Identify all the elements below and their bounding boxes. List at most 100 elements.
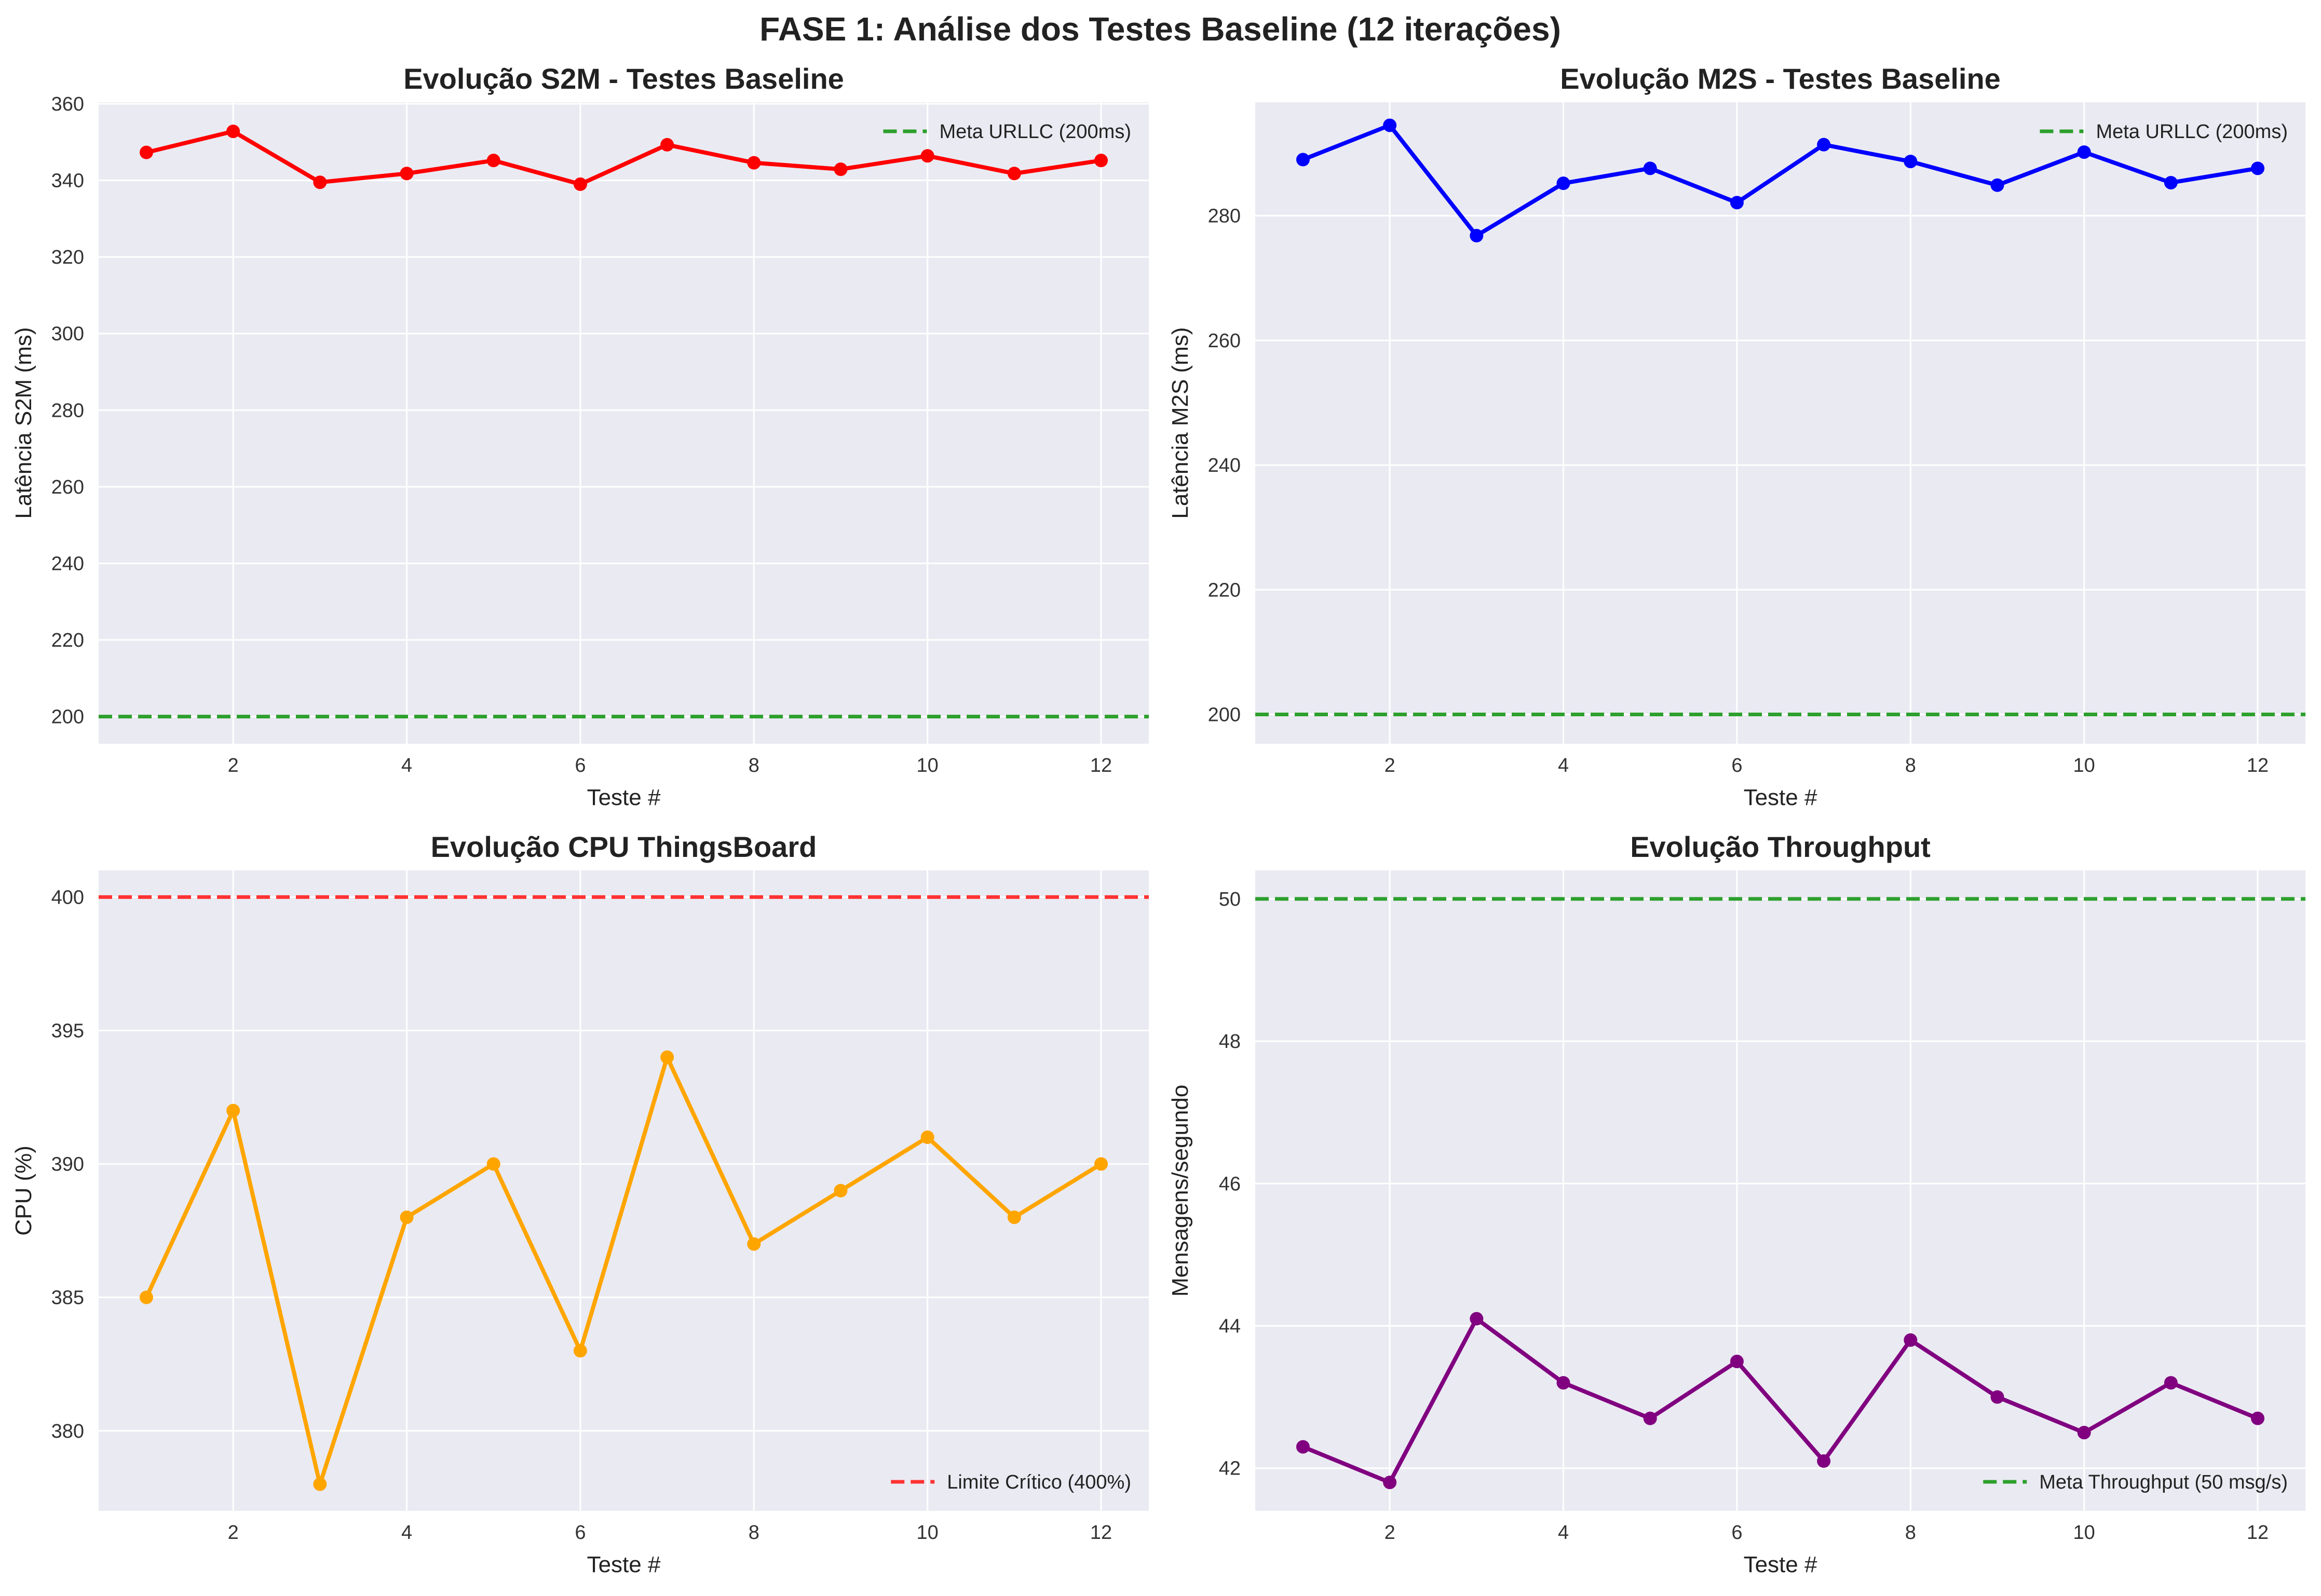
data-point	[1007, 167, 1021, 181]
y-tick-label: 240	[1208, 455, 1241, 476]
x-axis-label: Teste #	[587, 785, 661, 810]
y-tick-label: 46	[1219, 1173, 1241, 1195]
x-tick-label: 8	[749, 755, 759, 776]
data-point	[486, 1157, 500, 1171]
data-point	[1643, 161, 1657, 175]
y-tick-label: 48	[1219, 1031, 1241, 1053]
y-tick-label: 240	[51, 553, 84, 575]
data-point	[1296, 1440, 1310, 1454]
x-tick-label: 12	[1090, 755, 1112, 776]
y-tick-label: 50	[1219, 889, 1241, 910]
chart-title: Evolução S2M - Testes Baseline	[403, 62, 844, 95]
x-tick-label: 10	[917, 1522, 939, 1544]
data-point	[573, 177, 587, 191]
y-tick-label: 280	[1208, 206, 1241, 227]
data-point	[1904, 1333, 1918, 1347]
plot-area	[1255, 102, 2305, 744]
data-point	[920, 1130, 934, 1144]
data-point	[139, 145, 153, 159]
chart-title: Evolução Throughput	[1630, 830, 1931, 863]
chart-panel-2: 2 4 6 8 10 12 200 220 240 260 280 Evolução M2S - Te…	[1168, 62, 2305, 810]
y-axis-label: Mensagens/segundo	[1168, 1085, 1193, 1297]
plot-area	[99, 102, 1149, 744]
y-axis-label: CPU (%)	[11, 1145, 36, 1236]
x-tick-label: 12	[1090, 1522, 1112, 1544]
data-point	[834, 162, 848, 176]
y-tick-label: 220	[1208, 579, 1241, 601]
x-tick-label: 8	[1905, 1522, 1916, 1544]
x-tick-label: 6	[575, 755, 586, 776]
data-point	[1094, 154, 1108, 168]
data-point	[1383, 118, 1397, 132]
x-tick-label: 2	[1385, 1522, 1395, 1544]
data-point	[400, 167, 414, 181]
data-point	[2251, 161, 2265, 175]
x-tick-label: 10	[2073, 755, 2095, 776]
data-point	[1383, 1476, 1397, 1490]
legend-label: Meta URLLC (200ms)	[939, 121, 1131, 143]
series-line	[1302, 1316, 2259, 1485]
legend-label: Meta Throughput (50 msg/s)	[2039, 1471, 2288, 1493]
x-axis-label: Teste #	[1744, 785, 1817, 810]
series-line	[144, 1055, 1103, 1486]
y-tick-label: 390	[51, 1154, 84, 1176]
legend-label: Meta URLLC (200ms)	[2096, 121, 2288, 143]
data-point	[747, 1237, 761, 1251]
chart-title: Evolução CPU ThingsBoard	[431, 830, 817, 863]
series-line	[1302, 123, 2258, 238]
data-point	[2077, 145, 2091, 159]
x-tick-label: 10	[2073, 1522, 2095, 1544]
y-tick-label: 320	[51, 247, 84, 268]
x-axis-label: Teste #	[587, 1552, 661, 1577]
x-tick-label: 6	[1731, 1522, 1742, 1544]
y-tick-label: 400	[51, 886, 84, 908]
x-tick-label: 6	[575, 1522, 586, 1544]
data-point	[1730, 1355, 1744, 1369]
data-point	[1730, 196, 1744, 210]
x-tick-label: 4	[1558, 1522, 1569, 1544]
data-point	[2251, 1411, 2265, 1425]
data-point	[1296, 153, 1310, 167]
x-tick-label: 6	[1731, 755, 1742, 776]
data-point	[1470, 229, 1484, 243]
charts-root: 2 4 6 8 10 12200220240260280300320340360Evolu…	[11, 62, 2305, 1577]
data-point	[400, 1210, 414, 1224]
data-point	[226, 1103, 240, 1117]
data-point	[834, 1184, 848, 1197]
chart-panel-3: 2 4 6 8 10 12 380 385 390 395 400 Evolução CPU Thin…	[11, 830, 1149, 1577]
x-tick-label: 4	[401, 755, 412, 776]
data-point	[1990, 1390, 2004, 1404]
y-tick-label: 380	[51, 1421, 84, 1442]
data-point	[2077, 1426, 2091, 1440]
data-point	[313, 175, 327, 189]
data-point	[1470, 1312, 1484, 1326]
x-tick-label: 4	[1558, 755, 1569, 776]
data-point	[1556, 176, 1570, 190]
figure-suptitle: FASE 1: Análise dos Testes Baseline (12 …	[759, 10, 1561, 48]
data-point	[486, 154, 500, 168]
chart-panel-1: 2 4 6 8 10 12 200 220 240 260 280 300 320 340 360 Evolu…	[11, 62, 1149, 810]
y-axis-label: Latência M2S (ms)	[1168, 327, 1193, 519]
x-tick-label: 2	[228, 755, 239, 776]
y-tick-label: 44	[1219, 1316, 1241, 1338]
y-tick-label: 360	[51, 93, 84, 115]
y-tick-label: 260	[1208, 330, 1241, 352]
data-point	[1007, 1210, 1021, 1224]
data-point	[1817, 1454, 1831, 1468]
plot-area	[99, 870, 1149, 1511]
data-point	[1094, 1157, 1108, 1171]
y-tick-label: 220	[51, 630, 84, 651]
data-point	[747, 156, 761, 170]
x-tick-label: 12	[2247, 755, 2269, 776]
data-point	[226, 125, 240, 139]
series-line	[146, 129, 1102, 186]
x-tick-label: 4	[401, 1522, 412, 1544]
y-tick-label: 300	[51, 323, 84, 345]
chart-title: Evolução M2S - Testes Baseline	[1560, 62, 2001, 95]
legend-label: Limite Crítico (400%)	[947, 1471, 1131, 1493]
data-point	[1990, 178, 2004, 192]
y-tick-label: 42	[1219, 1458, 1241, 1480]
x-tick-label: 10	[917, 755, 939, 776]
